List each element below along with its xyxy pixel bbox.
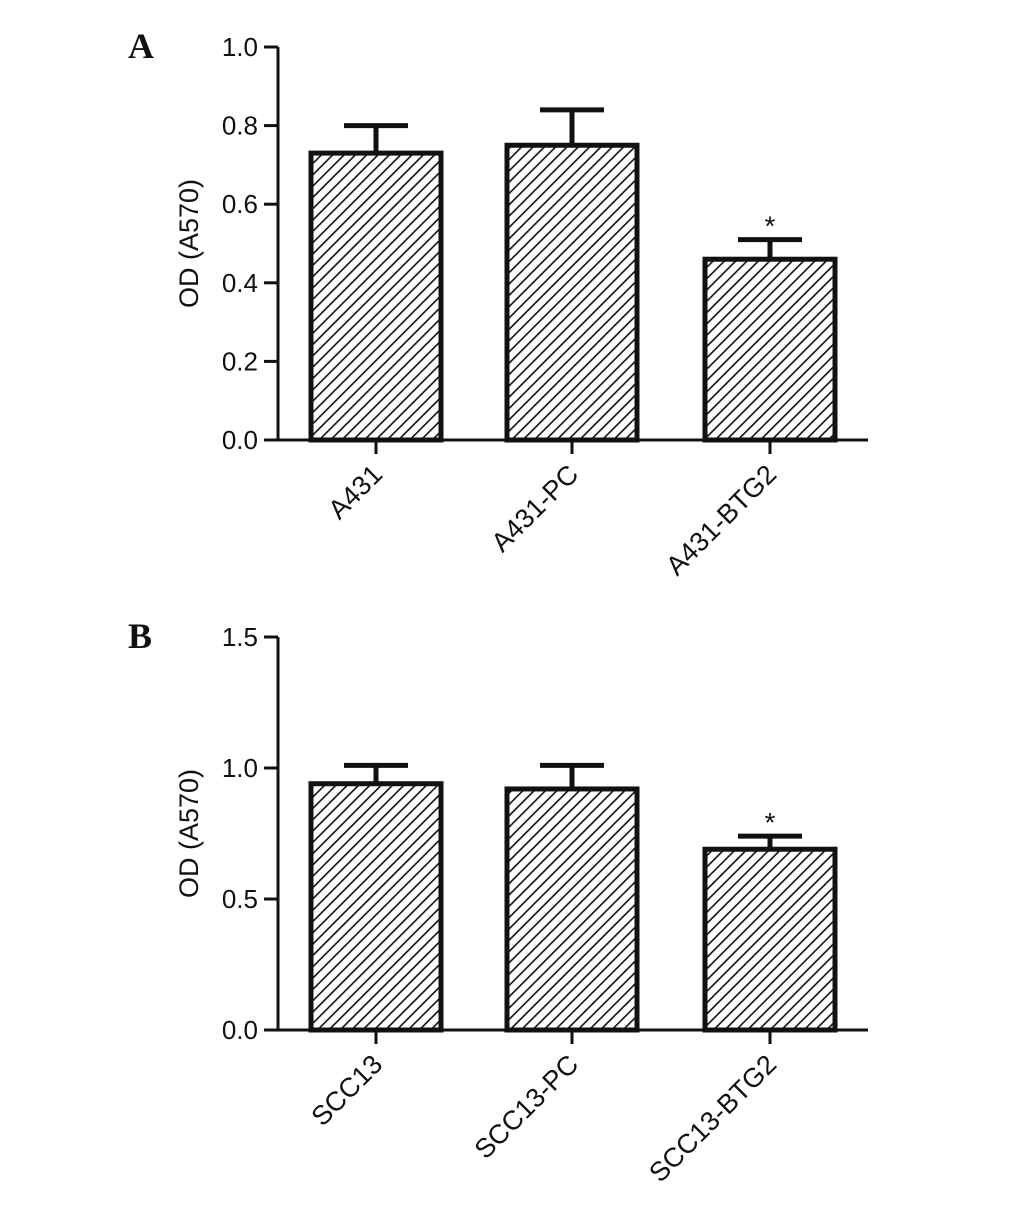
y-tick-label: 0.8: [222, 111, 258, 141]
category-label: SCC13-PC: [469, 1049, 585, 1165]
y-tick-label: 0.6: [222, 189, 258, 219]
y-tick-label: 0.5: [222, 884, 258, 914]
category-label: A431-PC: [486, 459, 585, 558]
y-tick-label: 1.0: [222, 32, 258, 62]
y-tick-label: 0.0: [222, 425, 258, 455]
category-label: A431: [322, 459, 388, 525]
panel-letter: A: [128, 26, 154, 66]
category-label: SCC13-BTG2: [643, 1049, 782, 1188]
panel-a: A 0.0 0.2 0.4 0.6 0.8 1.0 OD (A570) A431 A431-PC A…: [128, 26, 868, 581]
y-tick-label: 0.2: [222, 346, 258, 376]
category-label: A431-BTG2: [660, 459, 782, 581]
y-tick-label: 0.0: [222, 1015, 258, 1045]
panel-letter: B: [128, 616, 152, 656]
y-tick-label: 1.5: [222, 622, 258, 652]
y-axis-title: OD (A570): [174, 179, 204, 308]
category-label: SCC13: [305, 1049, 388, 1132]
bar: [308, 781, 444, 1033]
bar: [702, 256, 838, 443]
panel-b: B 0.0 0.5 1.0 1.5 OD (A570) SCC13 SCC13-PC SCC13…: [128, 616, 868, 1188]
significance-label: *: [765, 211, 776, 242]
bar: [504, 786, 640, 1033]
y-tick-label: 1.0: [222, 753, 258, 783]
bar: [504, 142, 640, 443]
y-axis-title: OD (A570): [174, 769, 204, 898]
bar: [702, 846, 838, 1033]
bar: [308, 150, 444, 443]
y-tick-label: 0.4: [222, 268, 258, 298]
significance-label: *: [765, 807, 776, 838]
